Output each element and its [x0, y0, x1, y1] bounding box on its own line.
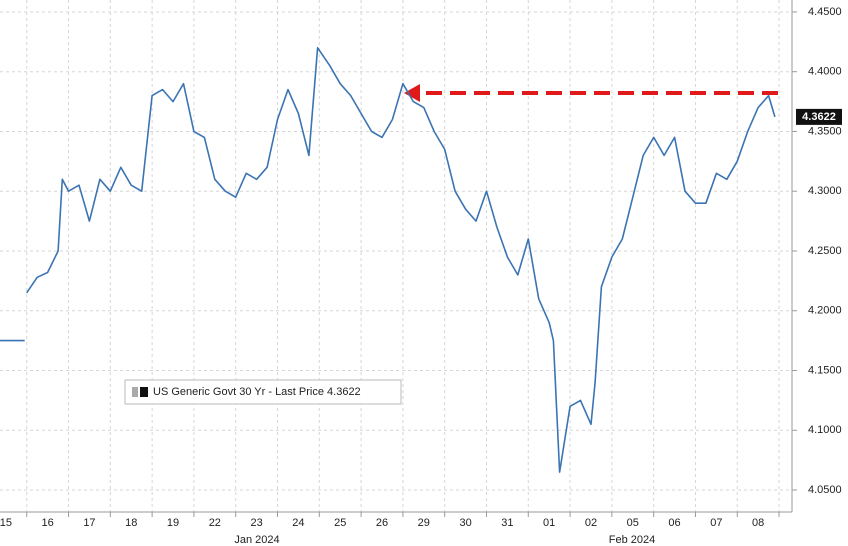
y-tick-label: 4.1000 [808, 424, 842, 436]
y-tick-label: 4.0500 [808, 484, 842, 496]
legend-label: US Generic Govt 30 Yr - Last Price 4.362… [153, 386, 361, 398]
x-tick-label: 17 [83, 517, 95, 529]
x-tick-label: 02 [585, 517, 597, 529]
y-tick-label: 4.4500 [808, 6, 842, 18]
x-tick-label: 19 [167, 517, 179, 529]
month-label: Jan 2024 [234, 534, 279, 546]
x-tick-label: 06 [668, 517, 680, 529]
x-tick-label: 26 [376, 517, 388, 529]
x-tick-label: 23 [250, 517, 262, 529]
x-tick-label: 15 [0, 517, 12, 529]
x-tick-label: 29 [418, 517, 430, 529]
last-price-label: 4.3622 [802, 111, 836, 123]
x-tick-label: 16 [42, 517, 54, 529]
price-line [0, 47, 776, 473]
x-tick-label: 31 [501, 517, 513, 529]
overlay: 4.0500 4.1000 4.1500 4.2000 4.2500 4.3000 4.35… [0, 6, 842, 529]
y-tick-label: 4.3500 [808, 125, 842, 137]
legend-box [124, 379, 402, 405]
month-label: Feb 2024 [609, 534, 655, 546]
x-tick-label: 22 [209, 517, 221, 529]
last-price-tag [796, 108, 842, 125]
y-tick-label: 4.4000 [808, 66, 842, 78]
y-tick-label: 4.2500 [808, 245, 842, 257]
x-tick-label: 18 [125, 517, 137, 529]
x-tick-label: 08 [752, 517, 764, 529]
x-tick-label: 01 [543, 517, 555, 529]
legend-icon [140, 387, 148, 397]
y-tick-label: 4.3000 [808, 185, 842, 197]
legend-icon [132, 387, 138, 397]
x-tick-label: 07 [710, 517, 722, 529]
x-tick-label: 25 [334, 517, 346, 529]
x-tick-label: 05 [627, 517, 639, 529]
x-tick-label: 30 [459, 517, 471, 529]
x-tick-label: 24 [292, 517, 304, 529]
y-tick-label: 4.1500 [808, 364, 842, 376]
arrow-head [404, 84, 420, 102]
legend: US Generic Govt 30 Yr - Last Price 4.362… [124, 379, 402, 405]
y-tick-label: 4.2000 [808, 305, 842, 317]
